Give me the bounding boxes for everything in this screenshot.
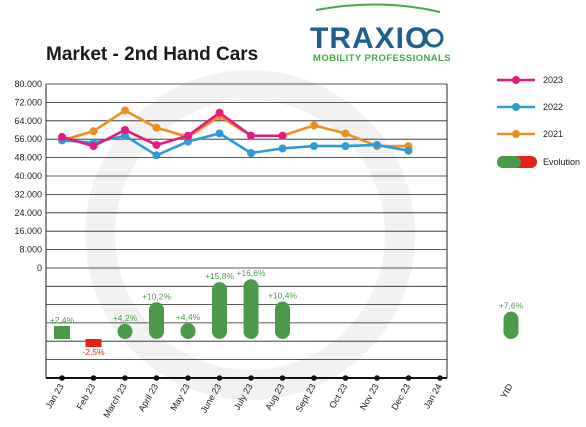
ytd-evolution-bar [503,311,519,339]
data-point-2021 [89,127,98,136]
evolution-bar-label: +2,4% [50,315,75,325]
x-tick-label: Nov 23 [358,382,381,412]
evolution-bar [243,279,259,339]
y-tick-label: 80.000 [14,79,42,89]
data-point-2023 [184,131,192,140]
logo-tagline: MOBILITY PROFESSIONALS [313,53,451,64]
traxio-logo: TRAXIO MOBILITY PROFESSIONALS [300,4,460,66]
legend-marker-2021 [512,130,520,138]
data-point-2022 [121,131,129,140]
y-tick-label: 16.000 [14,226,42,236]
data-point-2023 [278,131,287,140]
data-point-2022 [404,146,413,155]
y-tick-label: 24.000 [14,208,42,218]
x-tick-dot [311,375,317,381]
data-point-2021 [310,121,318,130]
x-tick-dot [185,375,191,381]
data-point-2022 [152,151,161,160]
x-tick-label: Oct 23 [327,382,349,410]
data-point-2022 [247,149,255,157]
data-point-2023 [89,142,98,151]
legend-label-2023: 2023 [543,75,563,85]
data-point-2023 [247,131,255,140]
gear-watermark-icon [85,70,415,400]
x-tick-dot [122,375,128,381]
x-tick-dot [90,375,97,381]
x-tick-dot [59,375,65,381]
y-tick-label: 56.000 [14,134,42,144]
x-tick-dot [216,375,223,381]
logo-gear-icon [424,28,444,48]
x-tick-label: Jan 23 [44,382,66,410]
data-point-2023 [58,132,66,141]
data-point-2021 [152,123,161,132]
series-line-2022 [61,132,409,157]
evolution-bar-label: +10,2% [142,291,172,301]
evolution-bar-label: +10,4% [268,291,298,301]
series-line-2021 [61,108,409,148]
evolution-bar-label: +16,6% [236,268,266,278]
y-tick-label: 8.000 [19,245,42,255]
data-point-2021 [341,129,350,138]
evolution-bar-label: +4,4% [176,312,201,322]
y-tick-label: 40.000 [14,171,42,181]
chart-title: Market - 2nd Hand Cars [46,44,259,65]
x-tick-label: Dec 23 [389,382,412,412]
evolution-bar [212,282,227,339]
series-line-2023 [61,111,283,148]
data-point-2021 [121,106,129,115]
y-tick-label: 72.000 [14,97,42,107]
y-tick-label: 64.000 [14,116,42,126]
evolution-bar [149,302,164,339]
evolution-bar-label: +15,8% [205,271,235,281]
ytd-evolution-bar-label: +7,6% [499,301,524,311]
x-tick-dot [279,375,286,381]
data-point-2022 [341,142,350,151]
x-tick-dot [405,375,412,381]
x-tick-label: March 23 [101,382,128,420]
data-point-2023 [215,108,224,117]
x-tick-label: May 23 [168,382,191,413]
data-point-2022 [310,142,318,151]
x-tick-dot [374,375,380,381]
y-tick-label: 48.000 [14,153,42,163]
y-tick-label: 32.000 [14,189,42,199]
x-tick-dot [248,375,254,381]
legend-marker-2022 [512,103,520,111]
legend-label-2022: 2022 [543,102,563,112]
legend-label-2021: 2021 [543,129,563,139]
logo-wordmark: TRAXIO [310,22,430,55]
legend-marker-2023 [512,76,520,84]
evolution-bar-label: -2,5% [82,347,105,357]
evolution-bar [180,323,196,339]
ytd-tick-label: YtD [499,382,515,400]
x-tick-label: Feb 23 [75,382,98,411]
x-tick-label: April 23 [136,382,160,413]
logo-swoosh-icon [315,3,441,13]
data-point-2022 [373,140,381,149]
evolution-bar [85,339,102,347]
data-point-2022 [215,129,224,138]
data-point-2023 [152,140,161,149]
evolution-bar [117,323,133,339]
evolution-bar-label: +4,2% [113,313,138,323]
x-tick-dot [437,375,443,381]
x-tick-label: Jan 24 [422,382,444,410]
evolution-bar [54,326,70,339]
y-tick-label: 0 [37,263,42,273]
legend-label-evolution: Evolution [543,157,580,167]
data-point-2023 [121,126,129,134]
data-point-2022 [278,144,287,153]
data-point-2022 [184,137,192,146]
x-tick-dot [342,375,349,381]
x-tick-dot [153,375,160,381]
legend-swatch-evolution-pos [497,156,521,168]
evolution-bar [275,301,290,339]
